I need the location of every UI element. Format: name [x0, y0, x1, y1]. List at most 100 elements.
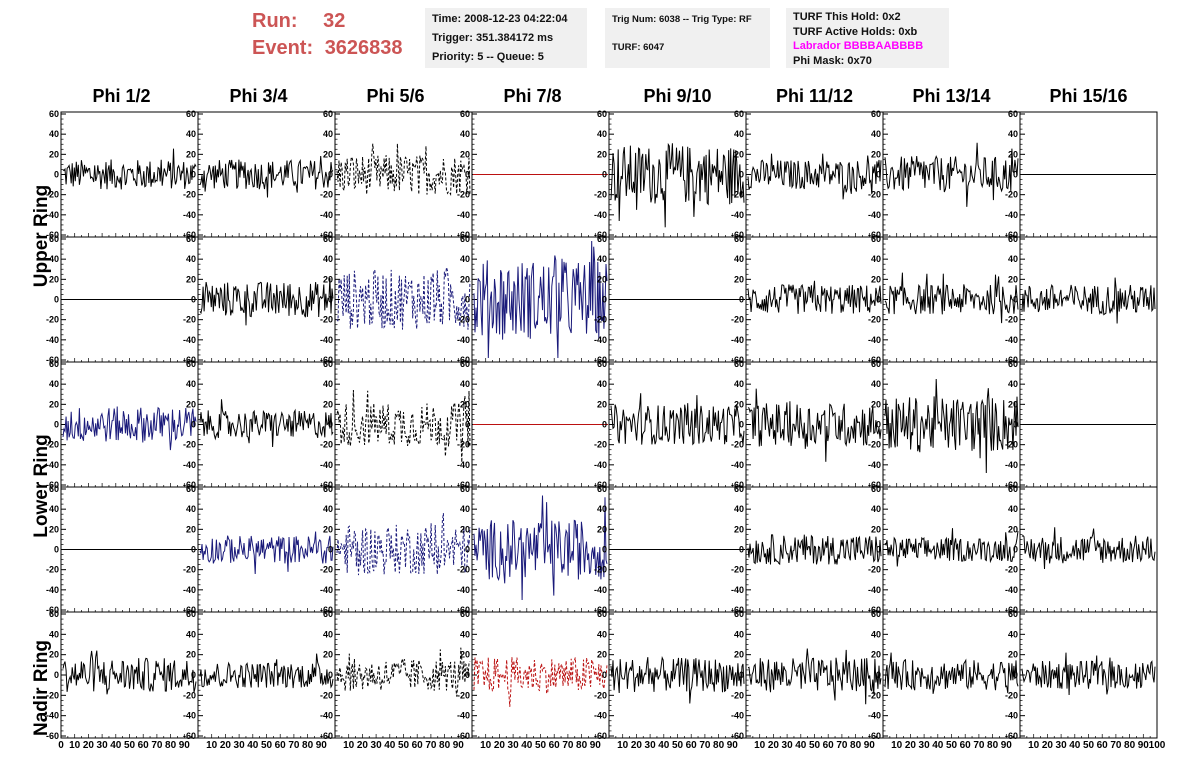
y-tick-label: -40	[320, 460, 333, 470]
y-tick-label: -60	[320, 480, 333, 490]
run-value: 32	[323, 10, 346, 32]
y-tick-label: 20	[49, 149, 59, 159]
x-tick-label: 20	[220, 740, 232, 751]
y-tick-label: 20	[597, 524, 607, 534]
y-tick-label: 40	[597, 379, 607, 389]
y-tick-label: 20	[49, 524, 59, 534]
x-tick-label: 20	[905, 740, 917, 751]
y-tick-label: -40	[868, 335, 881, 345]
waveform	[747, 648, 882, 705]
y-tick-label: -20	[457, 315, 470, 325]
x-tick-label: 90	[1138, 740, 1150, 751]
y-tick-label: -60	[731, 731, 744, 741]
x-tick-label: 40	[384, 740, 396, 751]
y-tick-label: 20	[597, 399, 607, 409]
y-tick-label: -60	[1005, 355, 1018, 365]
y-tick-label: 60	[871, 109, 881, 119]
y-tick-label: 40	[323, 254, 333, 264]
y-tick-label: -40	[320, 335, 333, 345]
x-tick-label: 60	[1097, 740, 1109, 751]
y-tick-label: 60	[460, 484, 470, 494]
x-tick-label: 50	[809, 740, 821, 751]
y-tick-label: -40	[320, 585, 333, 595]
y-tick-label: -40	[320, 210, 333, 220]
y-tick-label: 60	[49, 109, 59, 119]
x-tick-label: 90	[864, 740, 876, 751]
y-tick-label: 60	[1008, 484, 1018, 494]
phi-header-1-2: Phi 1/2	[92, 86, 151, 106]
y-tick-label: -20	[868, 190, 881, 200]
y-tick-label: 20	[460, 399, 470, 409]
y-tick-label: 0	[191, 295, 196, 305]
y-tick-label: 40	[734, 254, 744, 264]
y-tick-label: 20	[186, 524, 196, 534]
y-tick-label: -20	[183, 190, 196, 200]
x-tick-label: 30	[508, 740, 520, 751]
y-tick-label: 60	[323, 359, 333, 369]
y-tick-label: 40	[323, 504, 333, 514]
y-tick-label: 40	[1008, 379, 1018, 389]
y-tick-label: 0	[739, 295, 744, 305]
y-tick-label: 0	[602, 545, 607, 555]
x-tick-label: 90	[590, 740, 602, 751]
x-tick-label: 40	[247, 740, 259, 751]
x-tick-label: 10	[206, 740, 218, 751]
y-tick-label: -60	[46, 480, 59, 490]
x-tick-label: 60	[960, 740, 972, 751]
y-tick-label: 60	[49, 234, 59, 244]
y-tick-label: 40	[49, 129, 59, 139]
y-tick-label: 40	[186, 504, 196, 514]
y-tick-label: -60	[868, 355, 881, 365]
y-tick-label: -20	[183, 565, 196, 575]
x-tick-label: 50	[672, 740, 684, 751]
y-tick-label: -60	[594, 355, 607, 365]
y-tick-label: 20	[186, 650, 196, 660]
y-tick-label: 60	[597, 109, 607, 119]
x-tick-label: 70	[699, 740, 711, 751]
waveform	[336, 647, 471, 697]
waveform	[62, 406, 197, 451]
y-tick-label: 40	[1008, 254, 1018, 264]
y-tick-label: 20	[460, 524, 470, 534]
x-tick-label: 80	[713, 740, 725, 751]
phi-header-13-14: Phi 13/14	[912, 86, 991, 106]
y-tick-label: -20	[183, 690, 196, 700]
y-tick-label: -60	[868, 480, 881, 490]
y-tick-label: -20	[1005, 440, 1018, 450]
y-tick-label: 60	[460, 609, 470, 619]
y-tick-label: -20	[731, 190, 744, 200]
y-tick-label: -20	[46, 315, 59, 325]
y-tick-label: -40	[868, 460, 881, 470]
y-tick-label: 0	[739, 545, 744, 555]
y-tick-label: 20	[323, 524, 333, 534]
waveform	[1021, 277, 1156, 324]
y-tick-label: 20	[871, 274, 881, 284]
y-tick-label: -20	[1005, 690, 1018, 700]
x-tick-label: 70	[425, 740, 437, 751]
y-tick-label: 0	[876, 420, 881, 430]
y-tick-label: -20	[731, 565, 744, 575]
y-tick-label: 0	[328, 170, 333, 180]
y-tick-label: 60	[323, 609, 333, 619]
waveform	[199, 653, 334, 689]
y-tick-label: 0	[465, 420, 470, 430]
y-tick-label: -20	[731, 440, 744, 450]
y-tick-label: -40	[183, 460, 196, 470]
y-tick-label: -60	[868, 731, 881, 741]
phi-mask-line: Phi Mask: 0x70	[793, 54, 872, 67]
y-tick-label: 60	[186, 609, 196, 619]
waveform	[473, 657, 608, 707]
y-tick-label: 20	[186, 399, 196, 409]
y-tick-label: 0	[191, 170, 196, 180]
x-tick-label: 80	[165, 740, 177, 751]
y-tick-label: -20	[46, 190, 59, 200]
turf-info-box: TURF This Hold: 0x2 TURF Active Holds: 0…	[786, 8, 949, 68]
y-tick-label: 0	[328, 670, 333, 680]
y-tick-label: -40	[1005, 711, 1018, 721]
y-tick-label: 40	[734, 504, 744, 514]
y-tick-label: -20	[731, 315, 744, 325]
x-tick-label: 20	[83, 740, 95, 751]
x-tick-label: 60	[412, 740, 424, 751]
y-tick-label: -40	[1005, 335, 1018, 345]
y-tick-label: 40	[1008, 504, 1018, 514]
